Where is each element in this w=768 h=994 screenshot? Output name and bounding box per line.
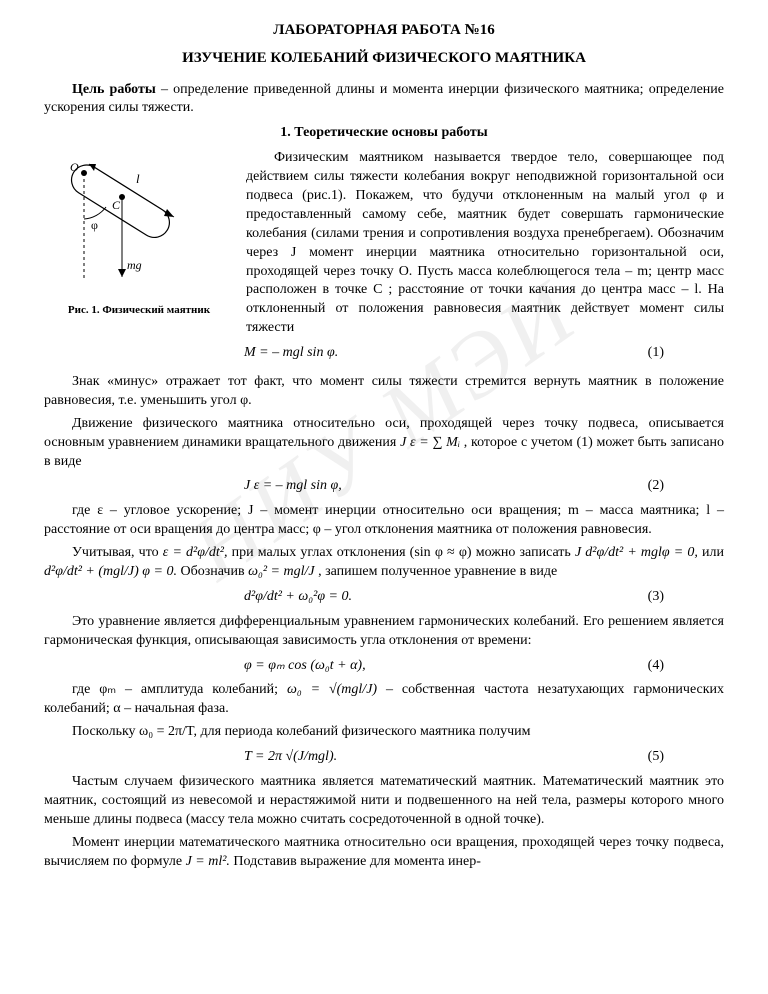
eq2-formula: J ε = – mgl sin φ, bbox=[244, 478, 342, 493]
svg-text:φ: φ bbox=[91, 218, 98, 232]
lab-number-title: ЛАБОРАТОРНАЯ РАБОТА №16 bbox=[44, 20, 724, 40]
equation-3: d²φ/dt² + ω₀²φ = 0. (3) bbox=[244, 588, 724, 607]
paragraph-1: Физическим маятником называется твердое … bbox=[246, 149, 724, 338]
eq4-number: (4) bbox=[648, 657, 664, 676]
para5-f4: ω₀² = mgl/J bbox=[248, 564, 315, 579]
eq3-number: (3) bbox=[648, 588, 664, 607]
eq2-number: (2) bbox=[648, 477, 664, 496]
eq5-formula: T = 2π √(J/mgl). bbox=[244, 749, 337, 764]
para3-formula: J ε = ∑ Mᵢ bbox=[400, 435, 460, 450]
paragraph-5: Учитывая, что ε = d²φ/dt², при малых угл… bbox=[44, 544, 724, 582]
paragraph-2: Знак «минус» отражает тот факт, что моме… bbox=[44, 373, 724, 411]
equation-2: J ε = – mgl sin φ, (2) bbox=[244, 477, 724, 496]
paragraph-3: Движение физического маятника относитель… bbox=[44, 415, 724, 472]
figure-1: O C mg⃗ φ l Рис. 1. Физический маятник bbox=[44, 149, 234, 318]
paragraph-7: где φₘ – амплитуда колебаний; ω₀ = √(mgl… bbox=[44, 681, 724, 719]
svg-text:O: O bbox=[70, 160, 79, 174]
equation-1: M = – mgl sin φ. (1) bbox=[244, 344, 724, 363]
eq5-number: (5) bbox=[648, 748, 664, 767]
para5-a: Учитывая, что bbox=[72, 545, 163, 560]
para10-f1: J = ml². bbox=[186, 854, 230, 869]
figure-1-caption: Рис. 1. Физический маятник bbox=[44, 303, 234, 318]
section-1-title: 1. Теоретические основы работы bbox=[44, 124, 724, 143]
para7-a: где φₘ – амплитуда колебаний; bbox=[72, 682, 287, 697]
eq3-formula: d²φ/dt² + ω₀²φ = 0. bbox=[244, 589, 352, 604]
goal-paragraph: Цель работы – определение приведенной дл… bbox=[44, 81, 724, 119]
para5-f2: J d²φ/dt² + mglφ = 0, bbox=[575, 545, 698, 560]
goal-label: Цель работы bbox=[72, 82, 156, 97]
eq1-number: (1) bbox=[648, 344, 664, 363]
eq4-formula: φ = φₘ cos (ω₀t + α), bbox=[244, 658, 366, 673]
para7-f1: ω₀ = √(mgl/J) bbox=[287, 682, 377, 697]
paragraph-9: Частым случаем физического маятника явля… bbox=[44, 773, 724, 830]
para5-b: при малых углах отклонения (sin φ ≈ φ) м… bbox=[232, 545, 575, 560]
svg-text:C: C bbox=[112, 198, 121, 212]
paragraph-10: Момент инерции математического маятника … bbox=[44, 834, 724, 872]
paragraph-4: где ε – угловое ускорение; J – момент ин… bbox=[44, 502, 724, 540]
svg-text:l: l bbox=[136, 171, 140, 186]
svg-text:mg⃗: mg⃗ bbox=[127, 258, 151, 272]
equation-5: T = 2π √(J/mgl). (5) bbox=[244, 748, 724, 767]
lab-topic-title: ИЗУЧЕНИЕ КОЛЕБАНИЙ ФИЗИЧЕСКОГО МАЯТНИКА bbox=[44, 48, 724, 68]
equation-4: φ = φₘ cos (ω₀t + α), (4) bbox=[244, 657, 724, 676]
paragraph-6: Это уравнение является дифференциальным … bbox=[44, 613, 724, 651]
page-content: ЛАБОРАТОРНАЯ РАБОТА №16 ИЗУЧЕНИЕ КОЛЕБАН… bbox=[44, 20, 724, 871]
para5-f3: d²φ/dt² + (mgl/J) φ = 0. bbox=[44, 564, 177, 579]
para5-f1: ε = d²φ/dt², bbox=[163, 545, 228, 560]
paragraph-8: Поскольку ω₀ = 2π/T, для периода колебан… bbox=[44, 723, 724, 742]
para5-e: , запишем полученное уравнение в виде bbox=[318, 564, 557, 579]
pendulum-diagram-icon: O C mg⃗ φ l bbox=[44, 149, 234, 294]
para10-b: Подставив выражение для момента инер- bbox=[230, 854, 481, 869]
para5-d: Обозначив bbox=[181, 564, 249, 579]
eq1-formula: M = – mgl sin φ. bbox=[244, 345, 338, 360]
para5-c: или bbox=[702, 545, 724, 560]
